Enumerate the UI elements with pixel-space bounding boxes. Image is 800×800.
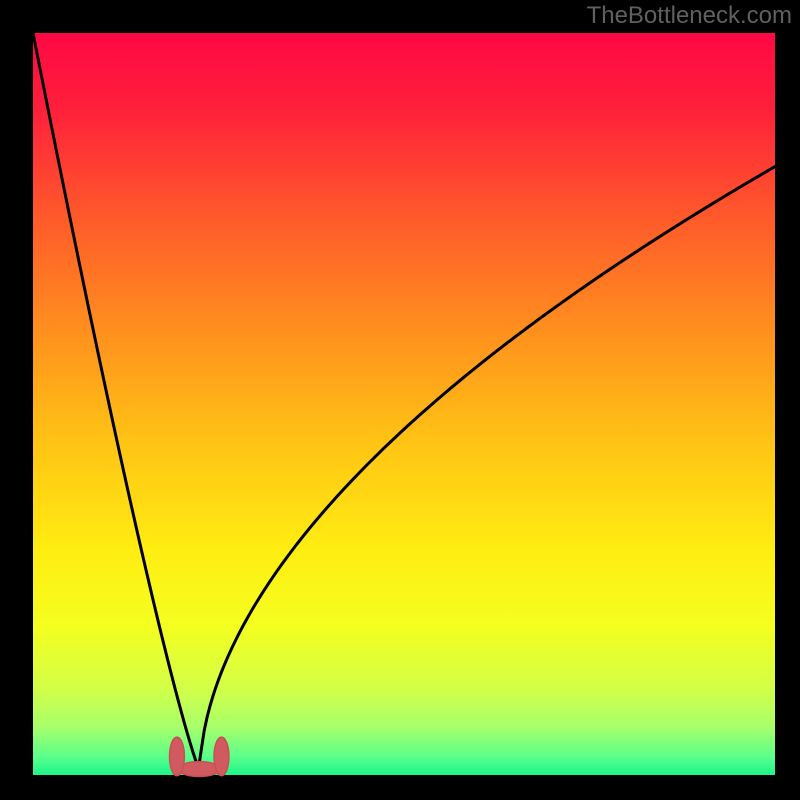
dip-marker-left — [170, 737, 185, 776]
watermark-text: TheBottleneck.com — [587, 2, 792, 30]
plot-background-gradient — [33, 33, 775, 775]
chart-stage: TheBottleneck.com — [0, 0, 800, 800]
dip-marker-connector — [178, 762, 220, 777]
chart-svg — [0, 0, 800, 800]
dip-marker-right — [214, 737, 229, 776]
